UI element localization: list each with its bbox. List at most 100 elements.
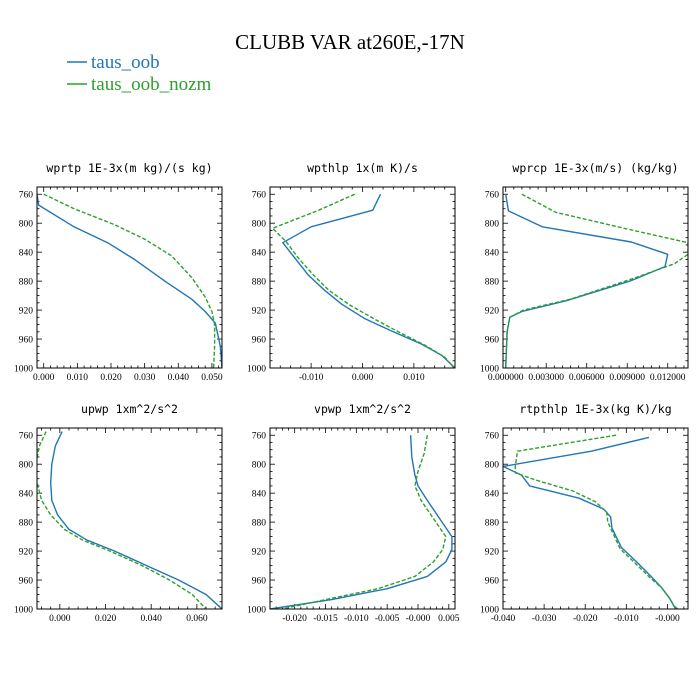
y-tick-label: 920 <box>19 307 34 317</box>
y-tick-label: 960 <box>19 577 34 587</box>
y-tick-label: 800 <box>19 461 34 471</box>
y-tick-label: 1000 <box>480 606 499 616</box>
x-tick-label: -0.000 <box>655 614 680 624</box>
y-tick-label: 960 <box>485 577 500 587</box>
series-line-taus-oob-nozm <box>505 193 688 368</box>
x-tick-label: 0.000000 <box>488 373 524 383</box>
y-tick-label: 880 <box>19 278 34 288</box>
x-tick-label: -0.005 <box>375 614 400 624</box>
series-line-taus-oob <box>282 193 455 368</box>
x-tick-label: 0.000 <box>352 373 374 383</box>
x-tick-label: 0.030 <box>134 373 156 383</box>
y-tick-label: 880 <box>252 278 267 288</box>
panel-title: rtpthlp 1E-3x(kg K)/kg <box>519 402 671 416</box>
series-line-taus-oob-nozm <box>43 193 216 368</box>
y-tick-label: 920 <box>252 307 267 317</box>
figure-title: CLUBB VAR at260E,-17N <box>235 30 465 54</box>
series-line-taus-oob <box>37 194 222 368</box>
x-tick-label: 0.040 <box>141 614 163 624</box>
y-tick-label: 1000 <box>247 606 266 616</box>
legend: taus_oob taus_oob_nozm <box>67 52 212 95</box>
series-line-taus-oob-nozm <box>271 193 455 368</box>
y-tick-label: 880 <box>19 519 34 529</box>
y-tick-label: 800 <box>252 461 267 471</box>
panel-frame <box>502 427 689 610</box>
x-tick-label: 0.040 <box>168 373 190 383</box>
panel-4: upwp 1xm^2/s^2 760 800 840 880 920 960 1000 0.00… <box>14 402 223 624</box>
y-tick-label: 960 <box>252 336 267 346</box>
y-tick-label: 960 <box>252 577 267 587</box>
x-tick-label: 0.060 <box>186 614 208 624</box>
y-tick-label: 920 <box>252 548 267 558</box>
x-tick-label: 0.012000 <box>650 373 686 383</box>
y-tick-label: 760 <box>252 432 267 442</box>
y-tick-label: 840 <box>19 249 34 259</box>
y-tick-label: 960 <box>19 336 34 346</box>
panel-frame <box>36 186 223 369</box>
x-tick-label: -0.010 <box>299 373 324 383</box>
series-line-taus-oob <box>503 436 677 609</box>
panel-frame <box>36 427 223 610</box>
x-tick-label: 0.006000 <box>569 373 605 383</box>
y-tick-label: 760 <box>252 191 267 201</box>
y-tick-label: 920 <box>485 548 500 558</box>
x-tick-label: 0.003000 <box>528 373 564 383</box>
x-tick-label: 0.010 <box>403 373 425 383</box>
y-tick-label: 840 <box>485 490 500 500</box>
panel-title: wpthlp 1x(m K)/s <box>307 161 418 175</box>
panel-2: wpthlp 1x(m K)/s 760 800 840 880 920 960 1000 -0… <box>247 161 456 383</box>
panel-title: wprcp 1E-3x(m/s) (kg/kg) <box>512 161 678 175</box>
x-tick-label: -0.010 <box>614 614 639 624</box>
x-tick-label: -0.040 <box>491 614 516 624</box>
x-tick-label: 0.009000 <box>609 373 645 383</box>
panel-title: wprtp 1E-3x(m kg)/(s kg) <box>46 161 212 175</box>
x-tick-label: -0.030 <box>532 614 557 624</box>
x-tick-label: -0.015 <box>313 614 338 624</box>
legend-label-taus-oob-nozm: taus_oob_nozm <box>91 74 212 95</box>
series-line-taus-oob <box>505 194 669 368</box>
y-tick-label: 840 <box>252 249 267 259</box>
x-tick-label: 0.050 <box>201 373 223 383</box>
x-tick-label: 0.010 <box>67 373 89 383</box>
y-tick-label: 880 <box>485 519 500 529</box>
x-tick-label: -0.010 <box>344 614 369 624</box>
y-tick-label: 840 <box>252 490 267 500</box>
y-tick-label: 880 <box>485 278 500 288</box>
legend-label-taus-oob: taus_oob <box>91 52 160 73</box>
y-tick-label: 800 <box>485 461 500 471</box>
y-tick-label: 760 <box>19 191 34 201</box>
y-tick-label: 800 <box>485 220 500 230</box>
panel-3: wprcp 1E-3x(m/s) (kg/kg) 760 800 840 880 920 9… <box>480 161 689 383</box>
x-tick-label: -0.020 <box>573 614 598 624</box>
series-line-taus-oob-nozm <box>282 435 447 609</box>
panels: wprtp 1E-3x(m kg)/(s kg) 760 800 840 880 920 9… <box>14 161 689 624</box>
panel-frame <box>269 427 456 610</box>
y-tick-label: 920 <box>19 548 34 558</box>
x-tick-label: 0.020 <box>100 373 122 383</box>
x-tick-label: 0.020 <box>95 614 117 624</box>
panel-1: wprtp 1E-3x(m kg)/(s kg) 760 800 840 880 920 9… <box>14 161 223 383</box>
y-tick-label: 1000 <box>14 365 33 375</box>
panel-frame <box>502 186 689 369</box>
y-tick-label: 760 <box>485 432 500 442</box>
y-tick-label: 920 <box>485 307 500 317</box>
y-tick-label: 880 <box>252 519 267 529</box>
series-line-taus-oob <box>50 431 222 609</box>
series-line-taus-oob-nozm <box>37 431 207 609</box>
y-tick-label: 1000 <box>480 365 499 375</box>
panel-title: vpwp 1xm^2/s^2 <box>314 402 411 416</box>
y-tick-label: 1000 <box>247 365 266 375</box>
y-tick-label: 840 <box>19 490 34 500</box>
x-tick-label: 0.000 <box>49 614 71 624</box>
y-tick-label: 800 <box>19 220 34 230</box>
series-line-taus-oob-nozm <box>514 434 679 609</box>
y-tick-label: 800 <box>252 220 267 230</box>
x-tick-label: 0.005 <box>438 614 460 624</box>
y-tick-label: 760 <box>485 191 500 201</box>
panel-5: vpwp 1xm^2/s^2 760 800 840 880 920 960 1000 -0.0… <box>247 402 460 624</box>
y-tick-label: 840 <box>485 249 500 259</box>
x-tick-label: -0.000 <box>406 614 431 624</box>
panel-frame <box>269 186 456 369</box>
y-tick-label: 960 <box>485 336 500 346</box>
